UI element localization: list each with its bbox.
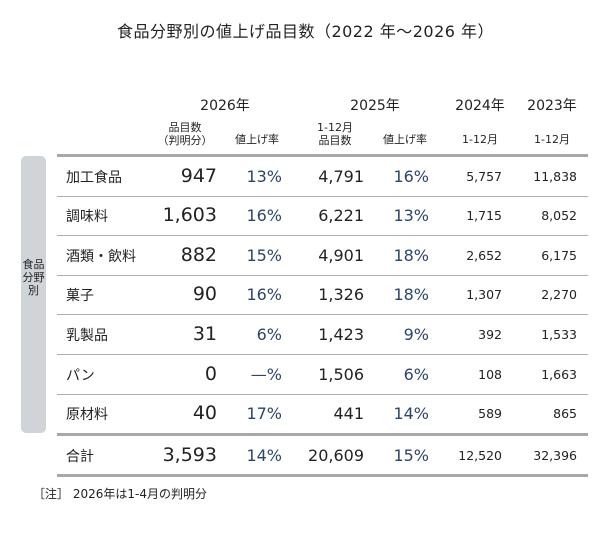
header-2023-period: 1-12月 [534, 133, 570, 146]
row-divider [57, 433, 588, 436]
table-cell: 20,609 [308, 445, 364, 465]
table-cell: 12,520 [458, 447, 502, 463]
table-cell: 6,221 [318, 205, 364, 225]
header-2026: 2026年 [200, 98, 250, 114]
table-cell: 16% [246, 284, 282, 304]
table-cell: 6,175 [541, 247, 577, 263]
table-cell: 15% [246, 245, 282, 265]
table-cell: —% [250, 364, 282, 384]
header-2026-count: 品目数 （判明分） [157, 121, 213, 147]
table-cell: 9% [403, 324, 429, 344]
row-label: 合計 [66, 449, 94, 465]
row-divider [57, 275, 588, 276]
header-2025: 2025年 [350, 98, 400, 114]
table-cell: 2,652 [466, 247, 502, 263]
table-cell: 6% [403, 364, 429, 384]
table-cell: 4,901 [318, 245, 364, 265]
table-cell: 14% [393, 403, 429, 423]
table-cell: 589 [478, 405, 502, 421]
table-cell: 32,396 [533, 447, 577, 463]
row-divider [57, 314, 588, 315]
table-cell: 1,603 [162, 203, 217, 226]
table-cell: 15% [393, 445, 429, 465]
table-cell: 392 [478, 326, 502, 342]
table-cell: 1,423 [318, 324, 364, 344]
row-label: 酒類・飲料 [66, 249, 136, 265]
table-cell: 1,307 [466, 286, 502, 302]
table-cell: 18% [393, 245, 429, 265]
row-divider [57, 235, 588, 236]
row-divider [57, 354, 588, 355]
row-label: 原材料 [66, 407, 108, 423]
table-cell: 2,270 [541, 286, 577, 302]
row-label: パン [66, 368, 95, 384]
table-cell: 1,326 [318, 284, 364, 304]
row-divider [57, 394, 588, 395]
header-2023: 2023年 [527, 98, 577, 114]
table-cell: 947 [180, 164, 217, 187]
table-cell: 108 [478, 366, 502, 382]
row-label: 菓子 [66, 288, 94, 304]
row-label: 加工食品 [66, 170, 122, 186]
table-cell: 8,052 [541, 207, 577, 223]
figure-title: 食品分野別の値上げ品目数（2022 年～2026 年） [116, 22, 495, 41]
table-cell: 31 [192, 322, 217, 345]
table-cell: 17% [246, 403, 282, 423]
table-cell: 40 [192, 401, 217, 424]
table-cell: 1,533 [541, 326, 577, 342]
table-cell: 441 [333, 403, 364, 423]
table-cell: 4,791 [318, 166, 364, 186]
header-2024: 2024年 [455, 98, 505, 114]
table-cell: 1,506 [318, 364, 364, 384]
table-cell: 0 [204, 362, 217, 385]
table-cell: 882 [180, 243, 217, 266]
table-cell: 3,593 [162, 443, 217, 466]
row-label: 調味料 [66, 209, 108, 225]
header-divider [57, 154, 588, 157]
table-cell: 13% [246, 166, 282, 186]
side-category-label: 食品分野別 [22, 258, 45, 297]
table-cell: 14% [246, 445, 282, 465]
table-cell: 18% [393, 284, 429, 304]
table-cell: 6% [256, 324, 282, 344]
header-2025-count: 1-12月 品目数 [317, 121, 353, 147]
table-cell: 16% [246, 205, 282, 225]
table-cell: 11,838 [533, 168, 577, 184]
table-cell: 13% [393, 205, 429, 225]
table-cell: 16% [393, 166, 429, 186]
side-category-band [21, 156, 46, 433]
table-cell: 90 [192, 282, 217, 305]
header-2025-rate: 値上げ率 [383, 133, 427, 146]
row-label: 乳製品 [66, 328, 108, 344]
header-2026-rate: 値上げ率 [235, 133, 279, 146]
table-cell: 5,757 [466, 168, 502, 184]
table-cell: 865 [553, 405, 577, 421]
footnote: ［注］ 2026年は1-4月の判明分 [33, 487, 207, 501]
table-bottom-border [57, 474, 588, 477]
header-2024-period: 1-12月 [462, 133, 498, 146]
row-divider [57, 196, 588, 197]
table-cell: 1,715 [466, 207, 502, 223]
table-cell: 1,663 [541, 366, 577, 382]
